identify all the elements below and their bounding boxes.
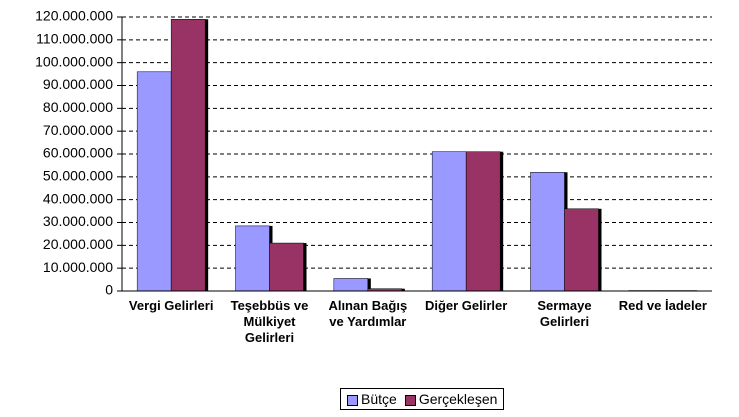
y-tick-label: 0	[105, 282, 113, 298]
legend-swatch	[347, 394, 358, 406]
bar	[530, 172, 565, 292]
y-tick-label: 80.000.000	[43, 99, 113, 115]
bar	[333, 278, 369, 292]
legend-label: Gerçekleşen	[418, 391, 498, 407]
x-tick-label: Sermaye Gelirleri	[537, 298, 592, 329]
y-tick-label: 20.000.000	[43, 236, 113, 252]
y-tick-label: 110.000.000	[36, 31, 113, 47]
legend-item: Gerçekleşen	[404, 391, 498, 407]
bar	[431, 151, 467, 292]
y-tick-label: 40.000.000	[43, 190, 113, 206]
legend-label: Bütçe	[361, 391, 397, 407]
x-tick-label: Red ve İadeler	[618, 298, 707, 313]
bar	[564, 208, 599, 292]
bar	[235, 225, 270, 292]
y-tick-label: 70.000.000	[43, 122, 113, 138]
y-tick-label: 100.000.000	[35, 53, 113, 69]
x-tick-label: Diğer Gelirler	[424, 298, 508, 313]
x-tick-label: Alınan Bağış ve Yardımlar	[328, 298, 408, 329]
bar	[136, 71, 172, 292]
legend-item: Bütçe	[347, 391, 397, 407]
bar	[170, 19, 206, 292]
legend: Bütçe Gerçekleşen	[340, 388, 505, 410]
bar	[269, 242, 304, 292]
y-tick-label: 120.000.000	[35, 8, 113, 24]
y-tick-label: 90.000.000	[43, 76, 113, 92]
y-tick-label: 30.000.000	[43, 213, 113, 229]
y-tick-label: 10.000.000	[43, 259, 113, 275]
y-tick-label: 50.000.000	[43, 168, 113, 184]
y-tick-label: 60.000.000	[43, 145, 113, 161]
x-tick-label: Teşebbüs ve Mülkiyet Gelirleri	[230, 298, 309, 345]
bar	[465, 151, 501, 292]
legend-swatch	[404, 394, 416, 406]
x-tick-label: Vergi Gelirleri	[128, 298, 214, 313]
